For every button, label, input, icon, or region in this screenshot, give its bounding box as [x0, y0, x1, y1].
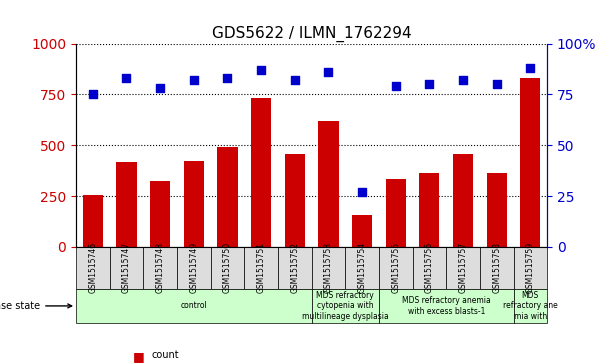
Bar [352, 215, 372, 247]
Point [458, 77, 468, 83]
FancyBboxPatch shape [345, 247, 379, 289]
Text: GSM1515751: GSM1515751 [257, 242, 266, 293]
Point [256, 67, 266, 73]
Text: GSM1515750: GSM1515750 [223, 242, 232, 293]
Bar [453, 154, 473, 247]
FancyBboxPatch shape [311, 289, 379, 323]
Bar [420, 173, 440, 247]
FancyBboxPatch shape [210, 247, 244, 289]
Text: GSM1515754: GSM1515754 [358, 242, 367, 293]
Bar [285, 154, 305, 247]
Text: GSM1515756: GSM1515756 [425, 242, 434, 293]
Point [358, 189, 367, 195]
Bar [184, 162, 204, 247]
Bar [116, 163, 137, 247]
Text: GSM1515753: GSM1515753 [324, 242, 333, 293]
Point [122, 75, 131, 81]
Text: GSM1515749: GSM1515749 [189, 242, 198, 293]
Bar [319, 121, 339, 247]
Point [88, 91, 98, 97]
Bar [486, 173, 507, 247]
Bar [385, 179, 406, 247]
Bar [520, 78, 541, 247]
Text: MDS refractory
cytopenia with
multilineage dysplasia: MDS refractory cytopenia with multilinea… [302, 291, 389, 321]
FancyBboxPatch shape [379, 247, 413, 289]
Text: GSM1515758: GSM1515758 [492, 242, 501, 293]
Bar [83, 195, 103, 247]
Text: GSM1515747: GSM1515747 [122, 242, 131, 293]
Text: GSM1515748: GSM1515748 [156, 242, 165, 293]
FancyBboxPatch shape [514, 247, 547, 289]
FancyBboxPatch shape [177, 247, 210, 289]
Bar [251, 98, 271, 247]
Point [155, 85, 165, 91]
FancyBboxPatch shape [76, 247, 109, 289]
Text: control: control [181, 301, 207, 310]
FancyBboxPatch shape [446, 247, 480, 289]
FancyBboxPatch shape [480, 247, 514, 289]
FancyBboxPatch shape [143, 247, 177, 289]
Point [391, 83, 401, 89]
Text: MDS refractory anemia
with excess blasts-1: MDS refractory anemia with excess blasts… [402, 296, 491, 315]
Point [424, 81, 434, 87]
Point [323, 69, 333, 75]
FancyBboxPatch shape [379, 289, 514, 323]
Text: GSM1515759: GSM1515759 [526, 242, 535, 293]
FancyBboxPatch shape [109, 247, 143, 289]
Point [525, 65, 535, 71]
Text: GSM1515752: GSM1515752 [290, 242, 299, 293]
Text: GSM1515755: GSM1515755 [391, 242, 400, 293]
Point [492, 81, 502, 87]
Bar [150, 181, 170, 247]
Point [223, 75, 232, 81]
Text: ■: ■ [133, 350, 144, 363]
Text: GSM1515746: GSM1515746 [88, 242, 97, 293]
FancyBboxPatch shape [311, 247, 345, 289]
Point [290, 77, 300, 83]
FancyBboxPatch shape [514, 289, 547, 323]
Text: disease state: disease state [0, 301, 72, 311]
FancyBboxPatch shape [76, 289, 311, 323]
FancyBboxPatch shape [413, 247, 446, 289]
FancyBboxPatch shape [278, 247, 311, 289]
Title: GDS5622 / ILMN_1762294: GDS5622 / ILMN_1762294 [212, 26, 412, 42]
Point [189, 77, 199, 83]
Text: count: count [151, 350, 179, 360]
Text: MDS
refractory ane
mia with: MDS refractory ane mia with [503, 291, 558, 321]
Text: GSM1515757: GSM1515757 [458, 242, 468, 293]
FancyBboxPatch shape [244, 247, 278, 289]
Bar [218, 147, 238, 247]
